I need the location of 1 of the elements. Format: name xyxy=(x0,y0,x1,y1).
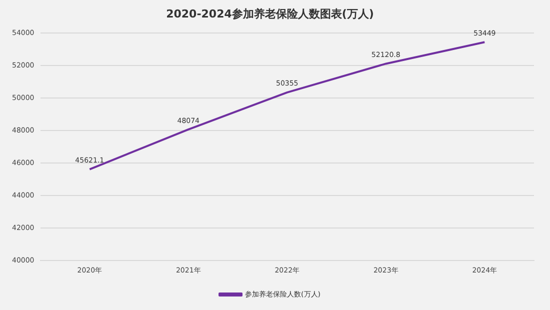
chart-title: 2020-2024参加养老保险人数图表(万人) xyxy=(166,7,374,20)
